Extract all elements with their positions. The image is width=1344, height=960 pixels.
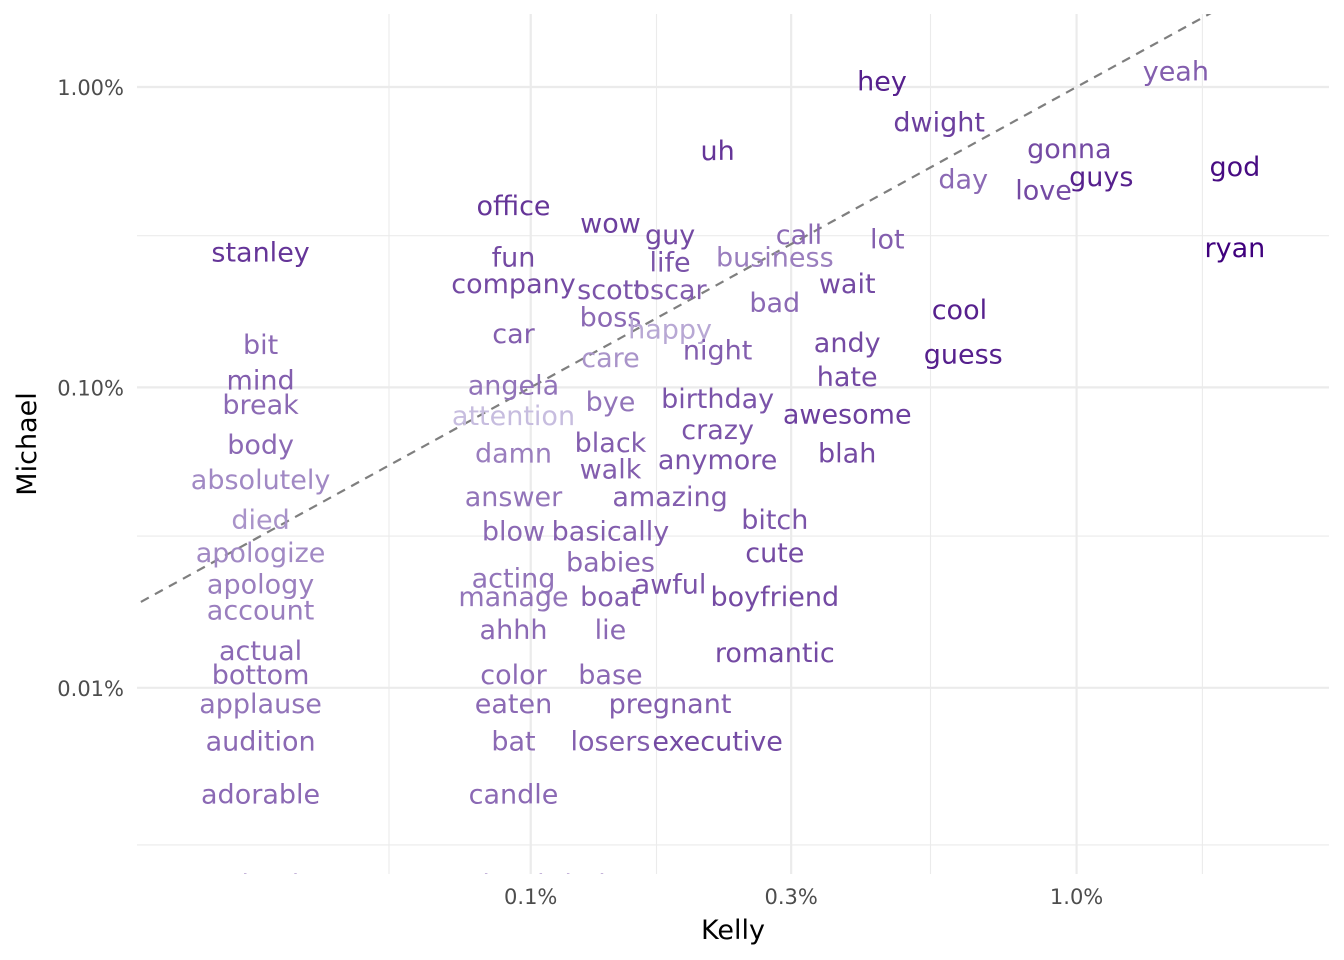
gridlines <box>137 14 1329 874</box>
word-label-gonna: gonna <box>1027 134 1111 165</box>
reference-diagonal <box>137 14 1212 606</box>
word-label-manage: manage <box>458 582 568 613</box>
word-label-mind: mind <box>227 366 295 397</box>
x-tick-label: 0.3% <box>764 885 817 909</box>
word-label-hey: hey <box>857 66 907 97</box>
word-label-damn: damn <box>475 439 552 470</box>
word-label-belong: belong <box>564 870 656 901</box>
word-label-break: break <box>222 390 299 421</box>
word-label-adorable: adorable <box>201 779 320 810</box>
word-label-boss: boss <box>580 303 642 334</box>
word-label-died: died <box>231 505 289 536</box>
word-label-oscar: oscar <box>634 275 708 306</box>
word-label-bat: bat <box>491 727 535 758</box>
y-tick-label: 1.00% <box>57 76 124 100</box>
word-label-fun: fun <box>492 242 536 273</box>
word-label-romantic: romantic <box>715 638 835 669</box>
word-label-apology: apology <box>207 569 314 600</box>
y-tick-label: 0.01% <box>57 677 124 701</box>
word-label-pregnant: pregnant <box>609 689 732 720</box>
word-label-awesome: awesome <box>783 399 912 430</box>
word-label-boyfriend: boyfriend <box>710 582 839 613</box>
x-tick-label: 1.0% <box>1050 885 1103 909</box>
word-label-babies: babies <box>566 548 655 579</box>
word-label-basically: basically <box>552 517 670 548</box>
word-label-cute: cute <box>745 538 804 569</box>
word-label-bottom: bottom <box>212 660 310 691</box>
word-label-bad: bad <box>749 288 800 319</box>
word-label-actual: actual <box>219 636 302 667</box>
word-label-god: god <box>1210 152 1261 183</box>
word-label-company: company <box>451 269 575 300</box>
word-label-uh: uh <box>701 136 735 167</box>
word-label-birthday: birthday <box>661 384 774 415</box>
word-label-color: color <box>480 660 547 691</box>
word-label-walk: walk <box>580 455 642 486</box>
word-label-brad: brad <box>483 870 545 901</box>
x-axis-ticks: 0.1% 0.3% 1.0% <box>504 885 1103 909</box>
word-label-wait: wait <box>819 269 876 300</box>
word-label-answer: answer <box>465 482 563 513</box>
word-label-hate: hate <box>817 362 878 393</box>
word-label-night: night <box>683 336 752 367</box>
word-label-care: care <box>581 343 640 374</box>
y-axis-ticks: 0.01% 0.10% 1.00% <box>57 76 124 701</box>
identity-line <box>137 14 1212 606</box>
word-label-andy: andy <box>814 328 881 359</box>
word-label-cool: cool <box>932 295 987 326</box>
word-label-awful: awful <box>634 569 707 600</box>
y-tick-label: 0.10% <box>57 376 124 400</box>
y-axis-title: Michael <box>12 392 43 495</box>
word-label-car: car <box>492 319 535 350</box>
word-label-guys: guys <box>1069 162 1133 193</box>
word-label-stanley: stanley <box>211 238 309 269</box>
word-label-base: base <box>578 660 642 691</box>
x-tick-label: 0.1% <box>504 885 557 909</box>
word-label-black: black <box>575 428 647 459</box>
word-label-apologize: apologize <box>196 538 326 569</box>
word-label-blow: blow <box>482 517 545 548</box>
word-label-body: body <box>227 430 294 461</box>
word-label-account: account <box>207 596 315 627</box>
word-label-guess: guess <box>924 340 1003 371</box>
word-label-losers: losers <box>571 727 651 758</box>
word-label-absolutely: absolutely <box>191 465 331 496</box>
word-label-call: call <box>776 220 822 251</box>
word-label-eaten: eaten <box>475 689 552 720</box>
word-label-lie: lie <box>595 615 627 646</box>
word-label-animals: animals <box>208 870 314 901</box>
word-label-dwight: dwight <box>893 107 985 138</box>
word-label-anymore: anymore <box>658 445 778 476</box>
word-label-boat: boat <box>580 582 641 613</box>
word-label-ahhh: ahhh <box>480 615 548 646</box>
word-label-love: love <box>1015 176 1072 207</box>
word-label-audition: audition <box>206 727 316 758</box>
word-label-acting: acting <box>472 564 556 595</box>
word-label-angela: angela <box>468 371 559 402</box>
word-label-wow: wow <box>580 208 641 239</box>
word-label-scott: scott <box>577 275 644 306</box>
word-label-business: business <box>716 242 834 273</box>
word-label-yeah: yeah <box>1143 57 1209 88</box>
word-label-applause: applause <box>199 689 322 720</box>
word-label-candle: candle <box>469 779 559 810</box>
word-label-office: office <box>476 191 550 222</box>
word-label-life: life <box>649 247 690 278</box>
word-label-bye: bye <box>586 387 636 418</box>
word-label-bit: bit <box>243 330 278 361</box>
word-label-crazy: crazy <box>681 415 754 446</box>
word-label-executive: executive <box>652 727 783 758</box>
word-label-blah: blah <box>818 439 876 470</box>
word-label-bitch: bitch <box>741 505 808 536</box>
word-label-attention: attention <box>452 401 575 432</box>
word-label-guy: guy <box>645 220 695 251</box>
x-axis-title: Kelly <box>701 915 765 946</box>
word-label-day: day <box>938 165 988 196</box>
word-label-ryan: ryan <box>1205 233 1266 264</box>
word-label-amazing: amazing <box>612 482 727 513</box>
word-label-happy: happy <box>628 315 712 346</box>
word-label-lot: lot <box>870 224 905 255</box>
